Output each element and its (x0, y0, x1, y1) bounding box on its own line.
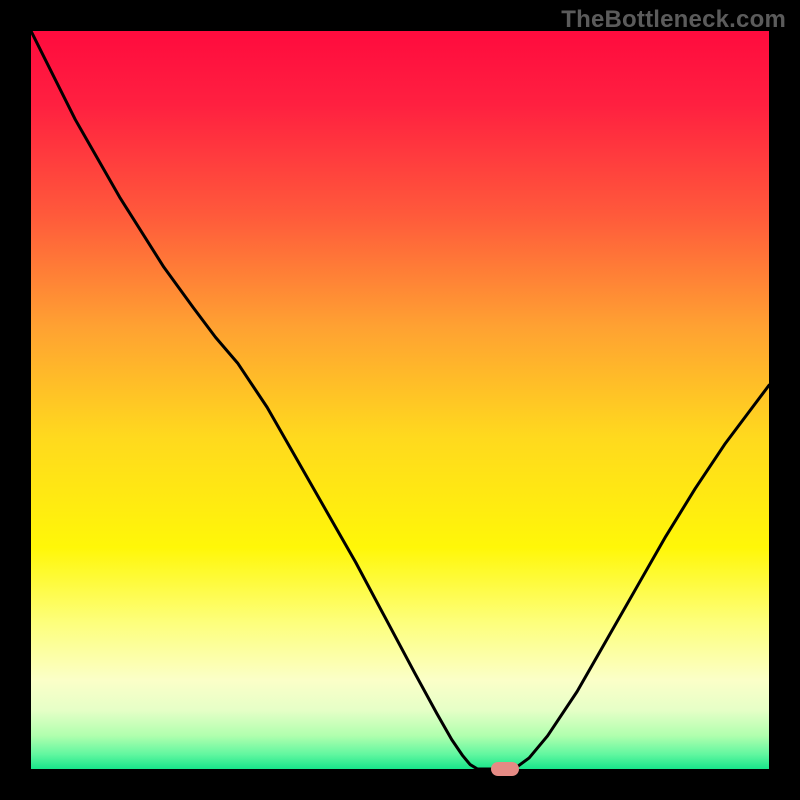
chart-frame: TheBottleneck.com (0, 0, 800, 800)
bottleneck-plot (31, 31, 769, 769)
optimal-marker (491, 762, 519, 776)
watermark-label: TheBottleneck.com (561, 6, 786, 34)
plot-background (31, 31, 769, 769)
